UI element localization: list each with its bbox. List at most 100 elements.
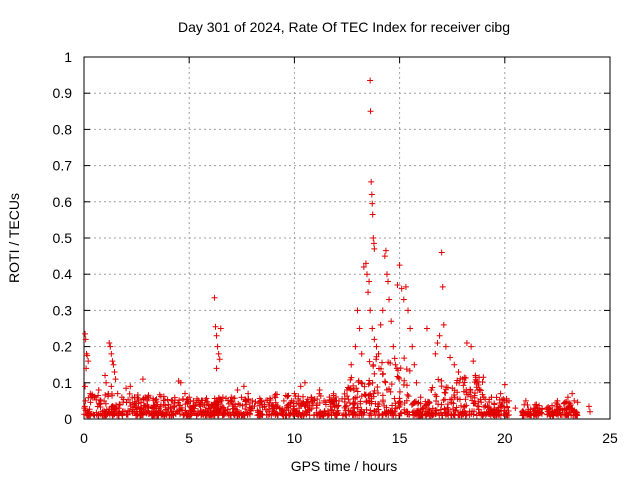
data-point bbox=[587, 409, 593, 415]
data-point bbox=[390, 344, 396, 350]
data-point bbox=[214, 365, 220, 371]
data-point bbox=[392, 362, 398, 368]
data-point bbox=[102, 373, 108, 379]
y-axis-label: ROTI / TECUs bbox=[6, 193, 22, 283]
y-tick-label: 0.3 bbox=[53, 302, 73, 318]
data-point bbox=[364, 271, 370, 277]
data-point bbox=[456, 369, 462, 375]
data-point bbox=[108, 383, 114, 389]
data-point bbox=[366, 278, 372, 284]
data-point bbox=[424, 326, 430, 332]
data-point bbox=[462, 403, 468, 409]
data-point bbox=[109, 358, 115, 364]
data-point bbox=[351, 405, 357, 411]
data-point bbox=[241, 383, 247, 389]
data-point bbox=[298, 383, 304, 389]
data-point bbox=[374, 384, 380, 390]
data-point bbox=[369, 326, 375, 332]
data-point bbox=[285, 393, 291, 399]
data-point bbox=[491, 402, 497, 408]
data-point bbox=[411, 362, 417, 368]
data-point bbox=[82, 331, 88, 337]
data-point bbox=[401, 355, 407, 361]
data-point bbox=[82, 398, 88, 404]
data-point bbox=[386, 297, 392, 303]
data-point bbox=[213, 324, 219, 330]
data-point bbox=[442, 396, 448, 402]
data-point bbox=[443, 344, 449, 350]
x-tick-label: 20 bbox=[497, 430, 513, 446]
data-point bbox=[112, 369, 118, 375]
data-point bbox=[113, 376, 119, 382]
data-point bbox=[218, 326, 224, 332]
roti-chart: Day 301 of 2024, Rate Of TEC Index for r… bbox=[0, 0, 640, 480]
data-point bbox=[451, 362, 457, 368]
data-point bbox=[397, 389, 403, 395]
y-tick-label: 0.4 bbox=[53, 266, 73, 282]
data-point bbox=[382, 378, 388, 384]
data-point bbox=[441, 322, 447, 328]
data-point bbox=[447, 354, 453, 360]
data-point bbox=[575, 399, 581, 405]
x-tick-label: 0 bbox=[80, 430, 88, 446]
data-point bbox=[368, 108, 374, 114]
data-point bbox=[371, 246, 377, 252]
data-point bbox=[409, 344, 415, 350]
data-point bbox=[211, 295, 217, 301]
data-point bbox=[235, 387, 241, 393]
data-point bbox=[380, 307, 386, 313]
data-point bbox=[371, 336, 377, 342]
y-tick-label: 0.8 bbox=[53, 121, 73, 137]
x-tick-label: 10 bbox=[287, 430, 303, 446]
data-point bbox=[216, 351, 222, 357]
data-point bbox=[107, 344, 113, 350]
x-axis-label: GPS time / hours bbox=[291, 458, 398, 474]
data-point bbox=[388, 318, 394, 324]
data-point bbox=[103, 380, 109, 386]
y-tick-label: 0.7 bbox=[53, 158, 73, 174]
data-point bbox=[439, 383, 445, 389]
data-point bbox=[391, 396, 397, 402]
data-point bbox=[365, 289, 371, 295]
data-point bbox=[397, 262, 403, 268]
data-point bbox=[370, 235, 376, 241]
data-point bbox=[389, 381, 395, 387]
y-tick-label: 0 bbox=[64, 411, 72, 427]
data-point bbox=[369, 192, 375, 198]
data-point bbox=[586, 403, 592, 409]
data-point bbox=[382, 253, 388, 259]
data-point bbox=[214, 333, 220, 339]
data-point bbox=[182, 391, 188, 397]
data-point bbox=[355, 379, 361, 385]
data-point bbox=[284, 394, 290, 400]
data-point bbox=[355, 388, 361, 394]
y-tick-label: 1 bbox=[64, 49, 72, 65]
data-point bbox=[217, 356, 223, 362]
data-point bbox=[352, 344, 358, 350]
data-point bbox=[165, 397, 171, 403]
data-point bbox=[512, 405, 518, 411]
data-point bbox=[404, 392, 410, 398]
data-point bbox=[418, 394, 424, 400]
data-point bbox=[140, 376, 146, 382]
axes bbox=[84, 57, 610, 419]
data-point bbox=[348, 362, 354, 368]
data-point bbox=[413, 380, 419, 386]
data-point bbox=[472, 390, 478, 396]
data-point bbox=[371, 371, 377, 377]
data-point bbox=[102, 392, 108, 398]
data-point bbox=[180, 396, 186, 402]
data-point bbox=[367, 380, 373, 386]
data-point bbox=[434, 340, 440, 346]
grid bbox=[84, 57, 610, 419]
data-point bbox=[281, 398, 287, 404]
data-point bbox=[106, 340, 112, 346]
data-point bbox=[371, 240, 377, 246]
data-point bbox=[108, 351, 114, 357]
data-point bbox=[367, 407, 373, 413]
data-point bbox=[470, 358, 476, 364]
data-point bbox=[440, 284, 446, 290]
data-point bbox=[215, 344, 221, 350]
y-tick-label: 0.5 bbox=[53, 230, 73, 246]
data-point bbox=[407, 326, 413, 332]
